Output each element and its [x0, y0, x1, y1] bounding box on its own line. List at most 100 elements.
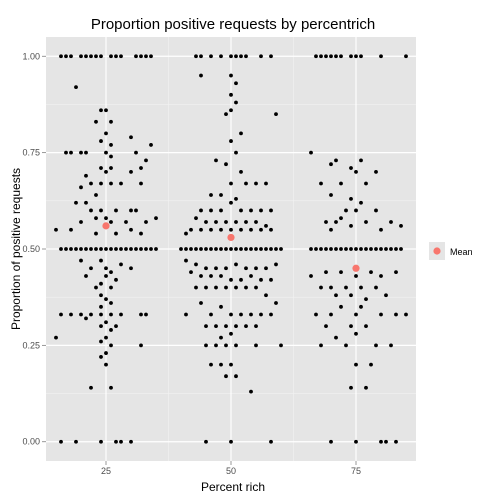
data-point — [224, 220, 228, 224]
data-point — [199, 54, 203, 59]
data-point — [249, 274, 253, 278]
data-point — [344, 208, 348, 213]
data-point — [339, 54, 343, 59]
mean-point — [102, 222, 110, 230]
data-point — [259, 54, 263, 59]
data-point — [109, 54, 113, 59]
data-point — [274, 262, 278, 267]
data-point — [219, 274, 223, 278]
data-point — [129, 208, 133, 213]
data-point — [84, 316, 88, 321]
data-point — [364, 324, 368, 328]
data-point — [279, 343, 283, 348]
data-point — [324, 324, 328, 328]
data-point — [109, 312, 113, 317]
data-point — [84, 247, 88, 251]
data-point — [104, 150, 108, 155]
data-point — [229, 73, 233, 78]
data-point — [69, 247, 73, 251]
data-point — [84, 173, 88, 178]
data-point — [344, 247, 348, 251]
data-point — [139, 343, 143, 348]
data-point — [369, 247, 373, 251]
data-point — [319, 247, 323, 251]
data-point — [104, 362, 108, 367]
data-point — [254, 220, 258, 224]
data-point — [124, 247, 128, 251]
data-point — [84, 150, 88, 155]
data-point — [269, 208, 273, 213]
data-point — [269, 277, 273, 282]
data-point — [109, 270, 113, 275]
data-point — [154, 247, 158, 251]
data-point — [79, 312, 83, 317]
data-point — [319, 343, 323, 348]
data-point — [374, 170, 378, 174]
data-point — [349, 293, 353, 298]
data-point — [99, 247, 103, 251]
data-point — [229, 92, 233, 97]
data-point — [329, 54, 333, 59]
data-point — [129, 135, 133, 140]
data-point — [254, 181, 258, 186]
data-point — [109, 119, 113, 124]
data-point — [79, 54, 83, 59]
x-tick-label: 75 — [351, 466, 361, 476]
data-point — [344, 285, 348, 290]
data-point — [329, 247, 333, 251]
data-point — [104, 351, 108, 355]
data-point — [234, 100, 238, 105]
data-point — [224, 374, 228, 379]
data-point — [234, 150, 238, 155]
data-point — [184, 231, 188, 236]
y-tick-label: 0.25 — [22, 340, 40, 350]
data-point — [114, 247, 118, 251]
data-point — [309, 150, 313, 155]
data-point — [89, 385, 93, 390]
data-point — [274, 112, 278, 116]
data-point — [234, 343, 238, 348]
data-point — [229, 277, 233, 282]
data-point — [59, 312, 63, 317]
data-point — [264, 181, 268, 186]
data-point — [349, 166, 353, 170]
data-point — [79, 150, 83, 155]
data-point — [234, 262, 238, 267]
data-point — [309, 247, 313, 251]
data-point — [329, 162, 333, 167]
data-point — [399, 223, 403, 228]
data-point — [259, 277, 263, 282]
data-point — [279, 247, 283, 251]
data-point — [349, 385, 353, 390]
data-point — [109, 181, 113, 186]
data-point — [64, 150, 68, 155]
data-point — [394, 439, 398, 444]
data-point — [359, 285, 363, 290]
data-point — [94, 119, 98, 124]
data-point — [354, 312, 358, 317]
data-point — [244, 285, 248, 290]
data-point — [69, 150, 73, 155]
data-point — [349, 54, 353, 59]
data-point — [64, 54, 68, 59]
data-point — [384, 293, 388, 298]
y-tick-label: 1.00 — [22, 51, 40, 61]
data-point — [274, 247, 278, 251]
data-point — [239, 131, 243, 136]
data-point — [109, 154, 113, 159]
y-tick-label: 0.50 — [22, 244, 40, 254]
data-point — [404, 312, 408, 317]
data-point — [139, 247, 143, 251]
data-point — [134, 150, 138, 155]
data-point — [119, 262, 123, 267]
data-point — [194, 216, 198, 221]
data-point — [269, 312, 273, 317]
data-point — [69, 54, 73, 59]
data-point — [189, 247, 193, 251]
data-point — [119, 181, 123, 186]
data-point — [229, 312, 233, 317]
data-point — [114, 439, 118, 444]
data-point — [264, 293, 268, 298]
data-point — [249, 247, 253, 251]
data-point — [229, 439, 233, 444]
